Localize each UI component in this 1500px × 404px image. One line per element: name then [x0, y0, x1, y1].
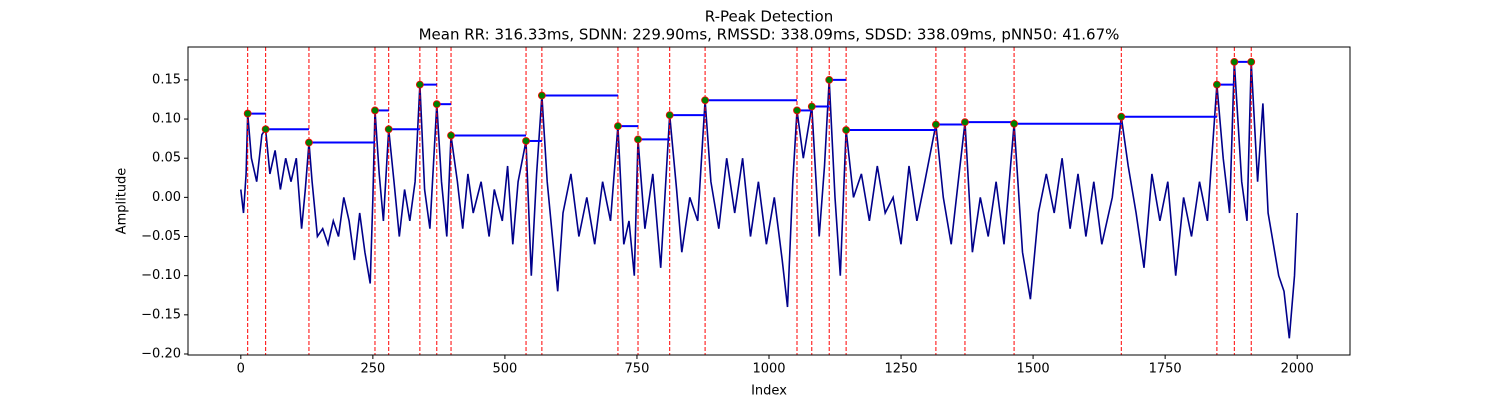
peak-marker	[1010, 119, 1018, 128]
plot-frame	[187, 46, 1351, 356]
peak-marker	[665, 111, 674, 120]
y-tick-label: −0.15	[141, 307, 181, 322]
y-axis-label: Amplitude	[115, 168, 130, 235]
peak-marker	[1117, 112, 1126, 121]
x-tick-label: 0	[237, 362, 245, 377]
peak-marker	[261, 125, 270, 134]
peak-marker	[825, 75, 834, 84]
x-axis-label: Index	[751, 384, 787, 399]
y-tick-label: 0.10	[152, 112, 181, 127]
chart-title: R-Peak Detection	[705, 8, 833, 26]
y-tick-label: 0.15	[152, 72, 181, 87]
peak-marker	[842, 126, 851, 134]
peak-marker	[243, 109, 252, 118]
peak-marker	[1230, 57, 1239, 66]
x-tick-label: 500	[492, 362, 517, 377]
peak-marker	[634, 135, 642, 144]
peak-marker	[537, 91, 546, 100]
peak-marker	[701, 96, 709, 105]
y-tick-label: 0.05	[152, 151, 181, 166]
y-tick-label: −0.05	[141, 229, 181, 244]
peak-marker	[447, 131, 455, 140]
peak-marker	[415, 80, 424, 89]
x-tick-label: 250	[360, 362, 385, 377]
signal-line	[240, 61, 1298, 339]
x-tick-label: 2000	[1281, 362, 1314, 377]
peak-marker	[522, 137, 530, 145]
y-tick-label: −0.10	[141, 268, 181, 283]
peak-marker	[614, 122, 622, 130]
x-tick-label: 1500	[1017, 362, 1050, 377]
peak-marker	[384, 125, 393, 134]
peak-marker	[932, 120, 940, 129]
peak-marker	[961, 118, 969, 127]
peak-marker	[1212, 80, 1221, 89]
peak-marker	[793, 106, 801, 115]
y-tick-label: 0.00	[152, 190, 181, 205]
chart-subtitle: Mean RR: 316.33ms, SDNN: 229.90ms, RMSSD…	[419, 26, 1120, 44]
peak-marker	[807, 102, 816, 111]
x-tick-label: 1250	[884, 362, 917, 377]
x-tick-label: 1000	[752, 362, 785, 377]
peak-marker	[305, 138, 313, 147]
x-tick-label: 1750	[1149, 362, 1182, 377]
peak-marker	[371, 106, 379, 115]
peak-marker	[1247, 57, 1256, 66]
y-tick-label: −0.20	[141, 346, 181, 361]
x-tick-label: 750	[625, 362, 650, 377]
peak-marker	[432, 100, 441, 109]
